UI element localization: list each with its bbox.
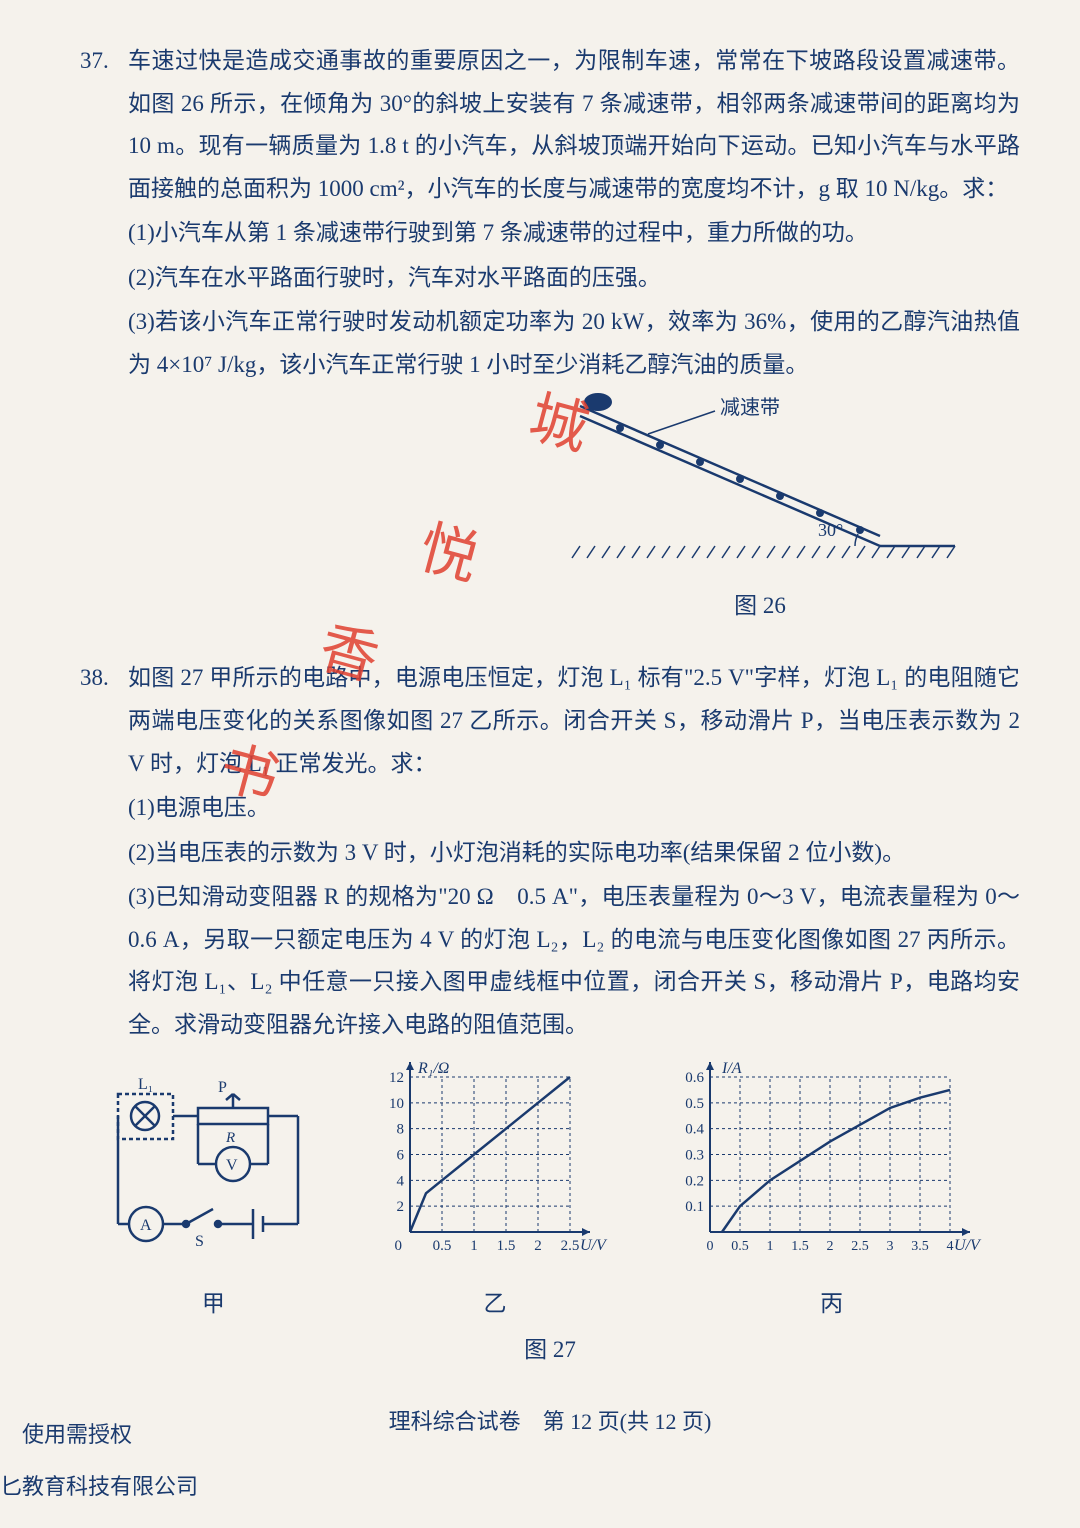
svg-text:2: 2 (396, 1200, 404, 1216)
auth-note: 使用需授权 (0, 1415, 198, 1456)
svg-text:3.5: 3.5 (911, 1239, 929, 1254)
svg-text:A: A (140, 1217, 152, 1234)
figure-27-yi: 2 4 6 8 10 12 0.5 1 1.5 2 2.5 0 R₁/Ω U/V 乙 (365, 1054, 625, 1325)
svg-text:0.1: 0.1 (685, 1200, 704, 1216)
svg-text:U/V: U/V (954, 1237, 982, 1254)
question-sub-3: (3)已知滑动变阻器 R 的规格为"20 Ω 0.5 A"，电压表量程为 0～3… (128, 876, 1020, 1046)
svg-text:0.5: 0.5 (685, 1096, 704, 1112)
question-sub-2: (2)汽车在水平路面行驶时，汽车对水平路面的压强。 (128, 257, 1020, 300)
company-note: 匕教育科技有限公司 (0, 1467, 198, 1508)
question-37: 37. 车速过快是造成交通事故的重要原因之一，为限制车速，常常在下坡路段设置减速… (80, 40, 1020, 627)
figure-sublabel: 甲 (98, 1283, 328, 1326)
svg-text:V: V (226, 1157, 238, 1174)
question-number: 38. (80, 657, 128, 1046)
question-sub-1: (1)小汽车从第 1 条减速带行驶到第 7 条减速带的过程中，重力所做的功。 (128, 212, 1020, 255)
svg-text:0.3: 0.3 (685, 1148, 704, 1164)
svg-text:0.5: 0.5 (433, 1238, 452, 1254)
svg-text:1.5: 1.5 (791, 1239, 809, 1254)
question-sub-3: (3)若该小汽车正常行驶时发动机额定功率为 20 kW，效率为 36%，使用的乙… (128, 301, 1020, 386)
svg-text:4: 4 (396, 1174, 404, 1190)
svg-text:P: P (218, 1079, 227, 1096)
speed-bump-label: 减速带 (720, 396, 780, 419)
svg-text:2: 2 (534, 1238, 542, 1254)
svg-text:R₁/Ω: R₁/Ω (417, 1060, 449, 1077)
figure-27-jia: L₁ P R V A S 甲 (98, 1064, 328, 1325)
page-footer: 理科综合试卷 第 12 页(共 12 页) (80, 1402, 1020, 1443)
svg-text:10: 10 (389, 1096, 404, 1112)
svg-text:2: 2 (826, 1239, 833, 1254)
svg-text:12: 12 (389, 1070, 404, 1086)
svg-text:8: 8 (396, 1122, 404, 1138)
figure-27-row: L₁ P R V A S 甲 246810120.511.522.50R₁/ΩU… (80, 1054, 1020, 1325)
question-main-text: 如图 27 甲所示的电路中，电源电压恒定，灯泡 L₁ 标有"2.5 V"字样，灯… (128, 657, 1020, 785)
question-38: 38. 如图 27 甲所示的电路中，电源电压恒定，灯泡 L₁ 标有"2.5 V"… (80, 657, 1020, 1372)
svg-text:0.4: 0.4 (685, 1122, 704, 1138)
svg-text:0.2: 0.2 (685, 1174, 704, 1190)
svg-text:3: 3 (886, 1239, 893, 1254)
svg-text:4: 4 (946, 1239, 953, 1254)
svg-text:0: 0 (706, 1239, 713, 1254)
svg-text:R: R (225, 1130, 235, 1146)
svg-text:2.5: 2.5 (561, 1238, 580, 1254)
svg-text:0: 0 (394, 1238, 402, 1254)
figure-sublabel: 丙 (662, 1283, 1002, 1326)
figure-caption: 图 27 (80, 1329, 1020, 1372)
svg-text:L₁: L₁ (138, 1076, 153, 1093)
svg-text:S: S (195, 1233, 204, 1250)
figure-27-bing: 0.1 0.2 0.3 0.4 0.5 0.6 0 0.5 1 1.5 2 2.5 3 3.5 4 I/A U/… (662, 1054, 1002, 1325)
figure-sublabel: 乙 (365, 1283, 625, 1326)
question-sub-2: (2)当电压表的示数为 3 V 时，小灯泡消耗的实际电功率(结果保留 2 位小数… (128, 832, 1020, 875)
svg-text:1: 1 (766, 1239, 773, 1254)
figure-26: 30° 减速带 图 26 (560, 386, 960, 627)
question-main-text: 车速过快是造成交通事故的重要原因之一，为限制车速，常常在下坡路段设置减速带。如图… (128, 40, 1020, 210)
question-sub-1: (1)电源电压。 (128, 787, 1020, 830)
question-number: 37. (80, 40, 128, 386)
angle-label: 30° (818, 520, 843, 540)
svg-text:6: 6 (396, 1148, 404, 1164)
svg-text:2.5: 2.5 (851, 1239, 869, 1254)
svg-text:1: 1 (470, 1238, 478, 1254)
bottom-left-text: 使用需授权 匕教育科技有限公司 (0, 1403, 198, 1508)
svg-text:U/V: U/V (580, 1237, 608, 1254)
svg-text:0.6: 0.6 (685, 1070, 704, 1086)
figure-caption: 图 26 (560, 585, 960, 628)
svg-text:1.5: 1.5 (497, 1238, 516, 1254)
svg-text:I/A: I/A (721, 1060, 742, 1077)
svg-text:0.5: 0.5 (731, 1239, 749, 1254)
